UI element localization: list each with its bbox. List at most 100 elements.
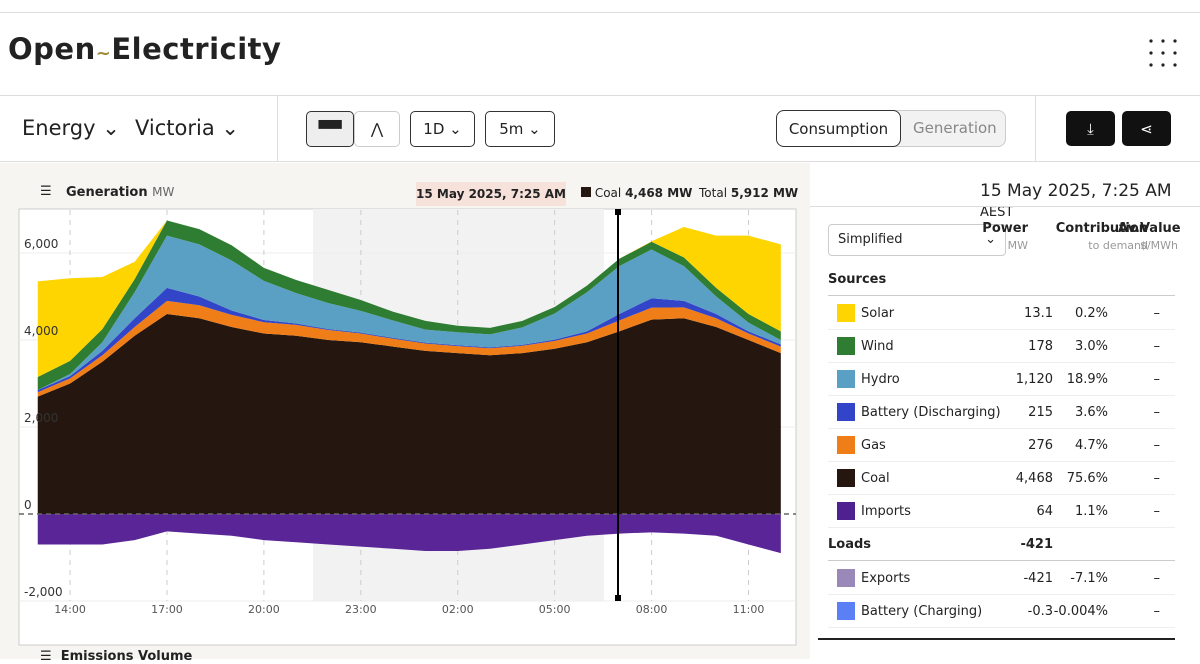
mode: Simplified bbox=[838, 232, 903, 247]
menu-icon[interactable] bbox=[1148, 38, 1178, 68]
cursor-cap bbox=[615, 595, 621, 601]
table-row: Coal 4,468 75.6% – bbox=[828, 462, 1175, 495]
av-value: – bbox=[1153, 570, 1161, 586]
power: 13.1 bbox=[1024, 305, 1053, 321]
value: 4,468 MW bbox=[625, 186, 693, 200]
table-row: Battery (Discharging) 215 3.6% – bbox=[828, 396, 1175, 429]
divider bbox=[1035, 96, 1036, 162]
contribution: 18.9% bbox=[1066, 371, 1108, 387]
column-name: Power bbox=[982, 221, 1028, 236]
y-tick-label: -2,000 bbox=[24, 585, 63, 599]
toolbar bbox=[0, 95, 1200, 162]
source-name: Exports bbox=[861, 570, 911, 586]
section-total: -421 bbox=[1020, 536, 1053, 552]
source-name: Battery (Discharging) bbox=[861, 404, 1001, 420]
region: Victoria bbox=[135, 116, 215, 140]
contribution: 4.7% bbox=[1074, 437, 1108, 453]
x-tick-label: 23:00 bbox=[345, 603, 377, 616]
x-tick-label: 05:00 bbox=[539, 603, 571, 616]
chart-title: Generation MW bbox=[66, 185, 174, 200]
area bbox=[37, 313, 781, 515]
logo[interactable]: Open~Electricity bbox=[8, 32, 281, 66]
source-name: Wind bbox=[861, 338, 894, 354]
generation-tab[interactable]: Generation bbox=[913, 119, 997, 137]
swatch bbox=[837, 602, 855, 620]
y-tick-label: 2,000 bbox=[24, 411, 58, 425]
tab-label: Consumption bbox=[788, 119, 889, 138]
table-row: Solar 13.1 0.2% – bbox=[828, 297, 1175, 330]
chart: -2,000 0 2,000 4,000 6,000 14:00 17:00 20:00 23:… bbox=[18, 208, 797, 646]
chart-menu[interactable]: ☰ bbox=[40, 184, 52, 199]
range-select[interactable]: 1D ⌄ bbox=[410, 111, 475, 147]
x-tick-label: 17:00 bbox=[151, 603, 183, 616]
area bbox=[37, 514, 781, 554]
metric: Energy bbox=[22, 116, 96, 140]
label: Total bbox=[699, 186, 728, 200]
interval: 5m bbox=[499, 120, 524, 138]
column-name: Contribution bbox=[1055, 221, 1148, 236]
tab-label: Generation bbox=[913, 119, 997, 137]
cursor-cap bbox=[615, 209, 621, 215]
share-button[interactable]: ⋖ bbox=[1122, 111, 1171, 146]
metric-select[interactable]: Energy ⌄ bbox=[22, 116, 120, 140]
swatch bbox=[837, 469, 855, 487]
interval-select[interactable]: 5m ⌄ bbox=[485, 111, 555, 147]
top-rule bbox=[0, 12, 1200, 13]
y-tick-label: 0 bbox=[24, 498, 32, 512]
hover-time: 15 May 2025, 7:25 AM bbox=[416, 182, 566, 206]
time: 15 May 2025, 7:25 AM bbox=[980, 181, 1172, 201]
column-name: Av.Value bbox=[1118, 221, 1181, 236]
av-value: – bbox=[1153, 404, 1161, 420]
power: 276 bbox=[1028, 437, 1053, 453]
region-select[interactable]: Victoria ⌄ bbox=[135, 116, 239, 140]
source-name: Solar bbox=[861, 305, 895, 321]
source-name: Hydro bbox=[861, 371, 900, 387]
column-unit: $/MWh bbox=[1139, 239, 1178, 252]
section-title: Loads bbox=[828, 536, 872, 552]
swatch bbox=[837, 502, 855, 520]
consumption-tab[interactable]: Consumption bbox=[776, 110, 901, 147]
range: 1D bbox=[423, 120, 445, 138]
av-value: – bbox=[1153, 603, 1161, 619]
contribution: 1.1% bbox=[1074, 503, 1108, 519]
value: 5,912 MW bbox=[730, 186, 799, 200]
unit: MW bbox=[152, 185, 175, 199]
contribution: 3.0% bbox=[1074, 338, 1108, 354]
power: -0.3 bbox=[1027, 603, 1053, 619]
table-row: Exports -421 -7.1% – bbox=[828, 562, 1175, 595]
swatch bbox=[837, 304, 855, 322]
column-header: Power MW bbox=[968, 221, 1028, 252]
source-name: Battery (Charging) bbox=[861, 603, 983, 619]
total: Total 5,912 MW bbox=[699, 186, 798, 200]
next-chart-title: ☰ Emissions Volume bbox=[40, 649, 193, 664]
y-tick-label: 6,000 bbox=[24, 237, 58, 251]
table-row: Gas 276 4.7% – bbox=[828, 429, 1175, 462]
av-value: – bbox=[1153, 437, 1161, 453]
contribution: 75.6% bbox=[1066, 470, 1108, 486]
column-header: Contribution to demand bbox=[1038, 221, 1148, 252]
mode-select[interactable]: Simplified ⌄ bbox=[828, 224, 1006, 256]
power: 64 bbox=[1036, 503, 1053, 519]
series: Coal bbox=[594, 186, 622, 200]
av-value: – bbox=[1153, 305, 1161, 321]
download-button[interactable]: ⤓ bbox=[1066, 111, 1115, 146]
power: -421 bbox=[1023, 570, 1053, 586]
section-title: Sources bbox=[828, 271, 887, 287]
section-header: Sources bbox=[828, 263, 1175, 296]
area bbox=[37, 220, 781, 378]
table-row: Battery (Charging) -0.3 -0.004% – bbox=[828, 595, 1175, 628]
area-view-button[interactable]: ▀▀ bbox=[306, 111, 354, 147]
contribution: -0.004% bbox=[1053, 603, 1108, 619]
column-header: Av.Value $/MWh bbox=[1118, 221, 1181, 252]
x-tick-label: 20:00 bbox=[248, 603, 280, 616]
av-value: – bbox=[1153, 503, 1161, 519]
line-view-button[interactable]: ⋀ bbox=[354, 111, 400, 147]
tz: AEST bbox=[980, 205, 1014, 220]
table-time: 15 May 2025, 7:25 AM AEST bbox=[980, 181, 1200, 221]
table: Power MW Contribution to demand Av.Value $/MW… bbox=[818, 0, 1200, 659]
table-row: Wind 178 3.0% – bbox=[828, 330, 1175, 363]
column-unit: to demand bbox=[1088, 239, 1148, 252]
table-row: Imports 64 1.1% – bbox=[828, 495, 1175, 528]
av-value: – bbox=[1153, 470, 1161, 486]
